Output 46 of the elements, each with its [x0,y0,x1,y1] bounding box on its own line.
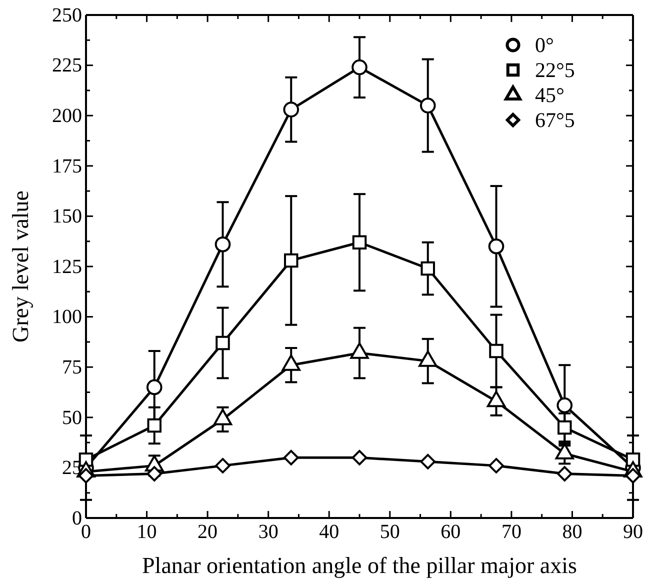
legend-label: 45° [535,83,564,107]
point [488,238,504,254]
x-tick-label: 60 [440,521,461,544]
x-tick-label: 10 [136,521,157,544]
point [488,458,504,474]
x-tick-label: 50 [380,521,400,544]
x-tick-label: 20 [198,521,218,544]
y-tick-label: 125 [52,256,82,278]
point [558,420,572,435]
point [216,336,230,350]
point [420,98,436,114]
y-tick-label: 150 [52,206,82,228]
point [420,454,436,470]
y-tick-label: 250 [52,4,82,26]
y-tick-label: 75 [62,356,82,378]
x-axis-title: Planar orientation angle of the pillar major axis [142,553,578,578]
y-tick-label: 100 [52,306,82,328]
y-tick-label: 225 [52,54,82,77]
point [556,397,573,414]
y-tick-label: 175 [52,155,82,178]
legend-label: 0° [535,33,554,57]
x-tick-label: 40 [319,521,340,544]
point [283,450,299,466]
point [352,235,367,250]
x-tick-label: 70 [501,521,522,544]
point [556,466,572,482]
point [215,458,230,474]
point [146,466,162,482]
point [489,344,504,358]
legend-label: 22°5 [535,58,575,82]
x-tick-label: 90 [623,521,643,544]
point [352,450,368,466]
y-tick-label: 200 [52,105,82,127]
y-tick-label: 50 [62,406,82,429]
y-tick-label: 0 [72,507,82,530]
legend-label: 67°5 [535,108,575,132]
y-axis-title: Grey level value [8,190,33,342]
point [420,261,435,276]
point [146,379,162,396]
point [352,59,368,76]
point [147,418,162,433]
point [214,236,231,252]
x-tick-label: 80 [562,521,582,544]
point [284,253,298,268]
x-tick-label: 30 [258,521,278,544]
point [283,102,300,118]
